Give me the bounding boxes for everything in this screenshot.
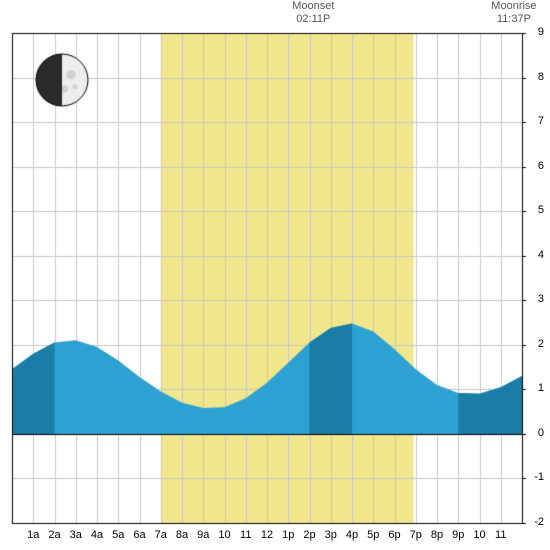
moon-phase-icon — [32, 50, 92, 110]
